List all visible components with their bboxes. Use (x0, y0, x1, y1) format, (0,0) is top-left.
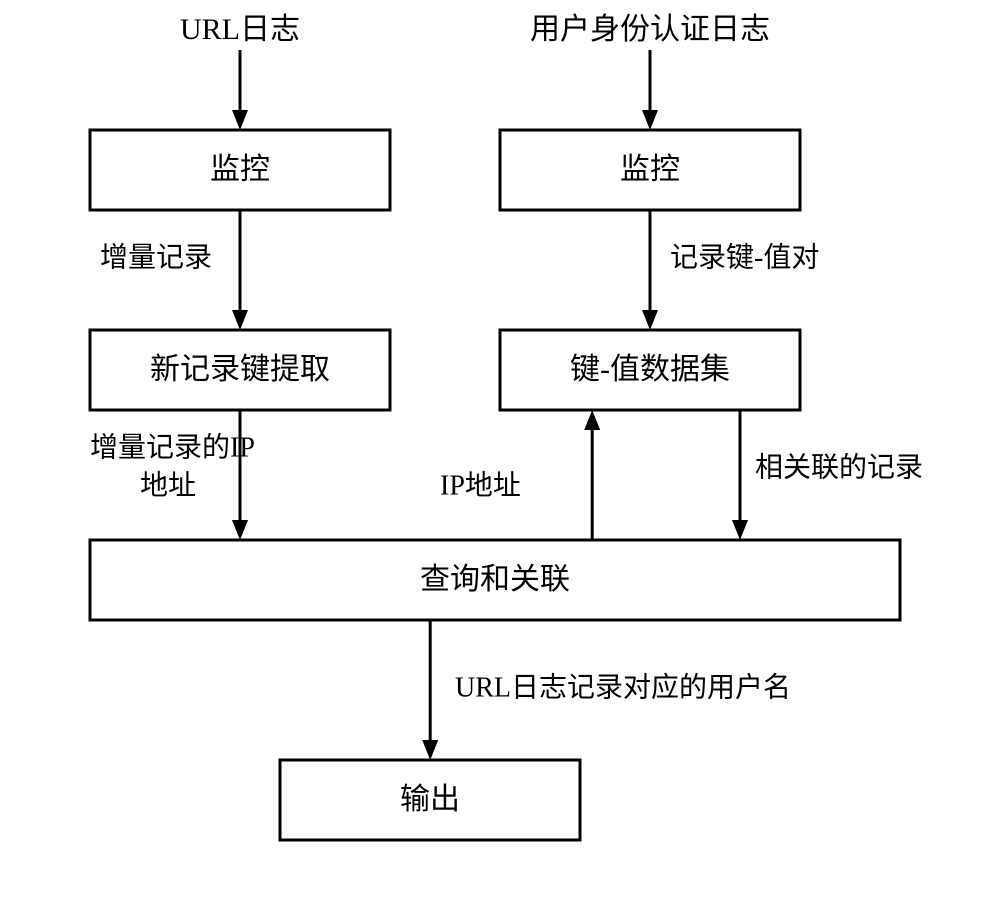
edge-label: 记录键-值对 (670, 241, 819, 273)
node-input_left: URL日志 (180, 13, 300, 46)
edge-label: URL日志记录对应的用户名 (455, 671, 791, 703)
node-query: 查询和关联 (90, 540, 900, 620)
edge-input_left-monitor_left (232, 50, 248, 130)
edge-input_right-monitor_right (642, 50, 658, 130)
node-label: 查询和关联 (420, 563, 570, 596)
edge-label: 地址 (140, 469, 196, 501)
edge-monitor_left-extract (232, 210, 248, 330)
arrowhead-icon (584, 410, 600, 430)
node-label: 监控 (620, 153, 680, 186)
edge-label: 增量记录的IP (90, 431, 255, 463)
arrowhead-icon (232, 110, 248, 130)
node-label: 键-值数据集 (570, 353, 730, 386)
arrowhead-icon (232, 310, 248, 330)
node-output: 输出 (280, 760, 580, 840)
edge-query-kvds (584, 410, 600, 540)
arrowhead-icon (422, 740, 438, 760)
arrowhead-icon (732, 520, 748, 540)
node-label: 用户身份认证日志 (530, 13, 770, 46)
edge-extract-query (232, 410, 248, 540)
arrowhead-icon (232, 520, 248, 540)
edge-label: 相关联的记录 (755, 451, 923, 483)
edge-kvds-query (732, 410, 748, 540)
node-label: 新记录键提取 (150, 353, 330, 386)
node-extract: 新记录键提取 (90, 330, 390, 410)
edge-monitor_right-kvds (642, 210, 658, 330)
node-label: URL日志 (180, 13, 300, 46)
node-label: 监控 (210, 153, 270, 186)
arrowhead-icon (642, 310, 658, 330)
node-label: 输出 (400, 783, 460, 816)
edge-label: IP地址 (440, 469, 521, 501)
node-input_right: 用户身份认证日志 (530, 13, 770, 46)
node-monitor_left: 监控 (90, 130, 390, 210)
node-monitor_right: 监控 (500, 130, 800, 210)
node-kvds: 键-值数据集 (500, 330, 800, 410)
edge-query-output (422, 620, 438, 760)
edge-label: 增量记录 (100, 241, 212, 273)
arrowhead-icon (642, 110, 658, 130)
